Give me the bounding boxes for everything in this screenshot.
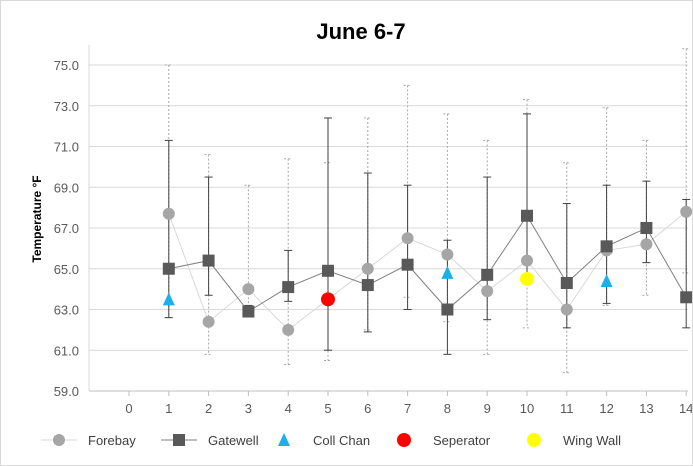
series-line-gatewell xyxy=(168,214,687,313)
x-tick-label: 3 xyxy=(245,401,252,416)
legend-marker xyxy=(53,434,65,446)
data-point-gatewell xyxy=(242,305,255,318)
data-point-coll-chan xyxy=(600,273,613,287)
x-tick-label: 9 xyxy=(484,401,491,416)
legend-item-wing-wall: Wing Wall xyxy=(527,433,621,448)
y-tick-label: 65.0 xyxy=(54,262,79,277)
legend-item-gatewell: Gatewell xyxy=(161,433,259,448)
data-point-gatewell xyxy=(282,281,295,294)
legend-label: Coll Chan xyxy=(313,433,370,448)
y-axis-label: Temperature °F xyxy=(30,175,44,262)
data-point-forebay xyxy=(640,238,653,251)
data-point-gatewell xyxy=(162,262,175,275)
x-tick-label: 14 xyxy=(679,401,692,416)
y-tick-label: 61.0 xyxy=(54,343,79,358)
x-tick-label: 2 xyxy=(205,401,212,416)
data-point-forebay xyxy=(441,248,454,261)
legend-label: Gatewell xyxy=(208,433,259,448)
chart-title: June 6-7 xyxy=(316,19,405,44)
data-point-forebay xyxy=(242,283,255,296)
x-tick-label: 12 xyxy=(599,401,613,416)
y-tick-label: 69.0 xyxy=(54,180,79,195)
data-point-forebay xyxy=(401,232,414,245)
data-point-gatewell xyxy=(322,264,334,277)
x-tick-label: 4 xyxy=(285,401,292,416)
data-point-forebay xyxy=(560,303,573,316)
legend-item-seperator: Seperator xyxy=(397,433,491,448)
legend-marker xyxy=(173,434,185,446)
data-point-forebay xyxy=(361,262,374,275)
data-point-gatewell xyxy=(521,209,533,222)
x-tick-label: 13 xyxy=(639,401,653,416)
x-tick-label: 7 xyxy=(404,401,411,416)
data-point-gatewell xyxy=(361,279,374,292)
y-tick-label: 73.0 xyxy=(54,99,79,114)
data-point-gatewell xyxy=(600,240,613,253)
y-tick-label: 59.0 xyxy=(54,384,79,399)
x-tick-label: 11 xyxy=(560,401,574,416)
data-point-gatewell xyxy=(202,254,215,267)
data-point-gatewell xyxy=(401,258,414,271)
legend-label: Seperator xyxy=(433,433,491,448)
legend-marker xyxy=(397,433,411,447)
data-point-gatewell xyxy=(680,291,692,304)
y-tick-label: 67.0 xyxy=(54,221,79,236)
data-point-forebay xyxy=(162,207,175,220)
legend: Forebay Gatewell Coll Chan Seperator Wing Wa… xyxy=(41,433,621,448)
legend-item-forebay: Forebay xyxy=(41,433,136,448)
legend-label: Wing Wall xyxy=(563,433,621,448)
y-tick-label: 71.0 xyxy=(54,140,79,155)
data-point-forebay xyxy=(481,285,494,298)
x-tick-label: 8 xyxy=(444,401,451,416)
data-point-forebay xyxy=(202,315,215,328)
x-tick-label: 6 xyxy=(364,401,371,416)
legend-label: Forebay xyxy=(88,433,136,448)
x-tick-label: 5 xyxy=(324,401,331,416)
data-point-coll-chan xyxy=(441,265,454,279)
data-point-gatewell xyxy=(640,222,653,234)
y-tick-label: 63.0 xyxy=(54,303,79,318)
data-point-forebay xyxy=(521,254,533,267)
x-tick-label: 10 xyxy=(520,401,534,416)
x-tick-label: 1 xyxy=(165,401,172,416)
data-point-wing-wall xyxy=(520,271,534,286)
data-point-seperator xyxy=(321,292,335,307)
data-point-gatewell xyxy=(481,268,494,281)
data-point-forebay xyxy=(680,205,692,218)
legend-marker xyxy=(278,433,290,446)
data-point-forebay xyxy=(282,323,295,336)
x-tick-label: 0 xyxy=(125,401,132,416)
legend-item-coll-chan: Coll Chan xyxy=(278,433,370,448)
data-point-gatewell xyxy=(441,303,454,316)
plot-area: 59.061.063.065.067.069.071.073.075.00 1 2 3… xyxy=(54,45,692,416)
data-point-coll-chan xyxy=(162,292,175,306)
data-point-gatewell xyxy=(560,277,573,290)
legend-marker xyxy=(527,433,541,447)
y-tick-label: 75.0 xyxy=(54,58,79,73)
series-line-forebay xyxy=(168,211,687,331)
